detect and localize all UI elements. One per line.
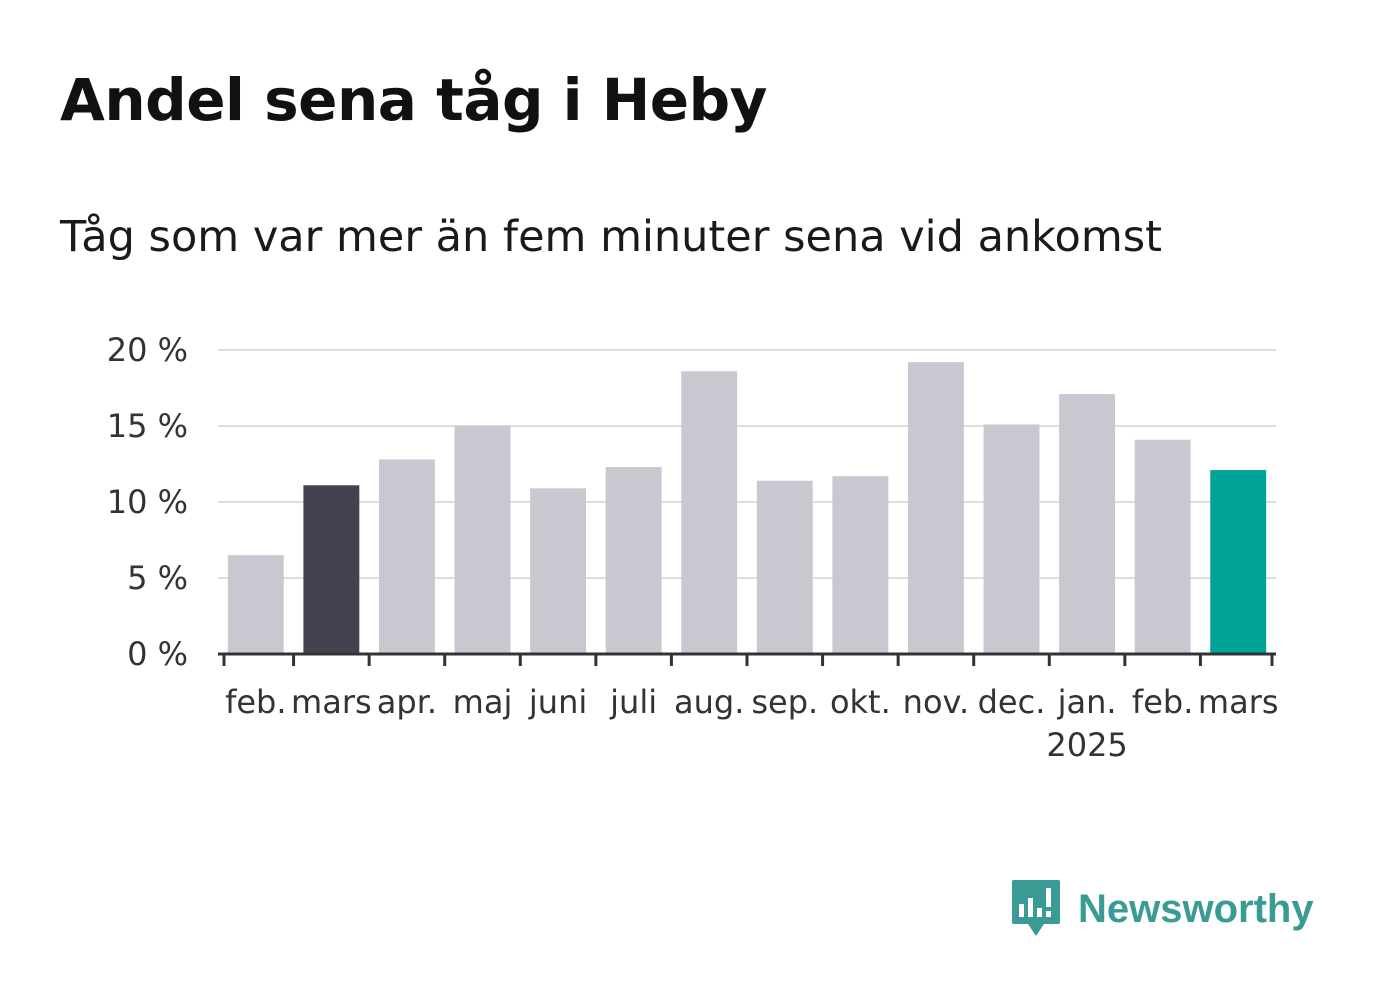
bar [605, 467, 662, 654]
brand-name: Newsworthy [1078, 886, 1314, 931]
bar [907, 362, 964, 654]
y-tick-label: 5 % [127, 559, 188, 597]
newsworthy-logo-icon [1012, 880, 1060, 936]
gridlines [218, 349, 1276, 579]
y-tick-label: 15 % [107, 407, 188, 445]
bars [227, 362, 1267, 654]
bar [1059, 394, 1116, 654]
x-tick-label: sep. [751, 683, 818, 721]
x-tick-label: mars [1198, 683, 1279, 721]
x-tick-label: maj [453, 683, 513, 721]
bar [1210, 470, 1267, 654]
x-tick-label: feb. [225, 683, 286, 721]
x-tick-label: aug. [674, 683, 744, 721]
y-tick-label: 20 % [107, 331, 188, 369]
bar [454, 426, 511, 654]
bar [681, 371, 738, 654]
brand: Newsworthy [1010, 878, 1314, 940]
bar [227, 555, 284, 654]
x-tick-label: juni [528, 683, 587, 721]
x-tick-label: juli [609, 683, 657, 721]
x-tick-label: mars [291, 683, 372, 721]
bar [756, 480, 813, 654]
bar [832, 476, 889, 654]
x-tick-label: okt. [830, 683, 891, 721]
chart-subtitle: Tåg som var mer än fem minuter sena vid … [60, 212, 1163, 262]
y-axis-ticks: 0 % 5 % 10 % 15 % 20 % [107, 331, 188, 673]
x-year-label: 2025 [1046, 726, 1127, 764]
x-tick-label: feb. [1132, 683, 1193, 721]
chart-title: Andel sena tåg i Heby [60, 66, 767, 134]
bar [1134, 439, 1191, 654]
y-tick-label: 10 % [107, 483, 188, 521]
x-axis-labels: feb. mars apr. maj juni juli aug. sep. okt. nov. d… [225, 683, 1278, 764]
x-tick-label: apr. [377, 683, 437, 721]
bar [378, 459, 435, 654]
x-tick-label: jan. [1057, 683, 1117, 721]
x-tick-label: dec. [978, 683, 1046, 721]
x-tick-label: nov. [903, 683, 969, 721]
bar [983, 424, 1040, 654]
bar [303, 485, 360, 654]
x-axis [218, 652, 1276, 666]
y-tick-label: 0 % [127, 635, 188, 673]
bar [530, 488, 587, 654]
